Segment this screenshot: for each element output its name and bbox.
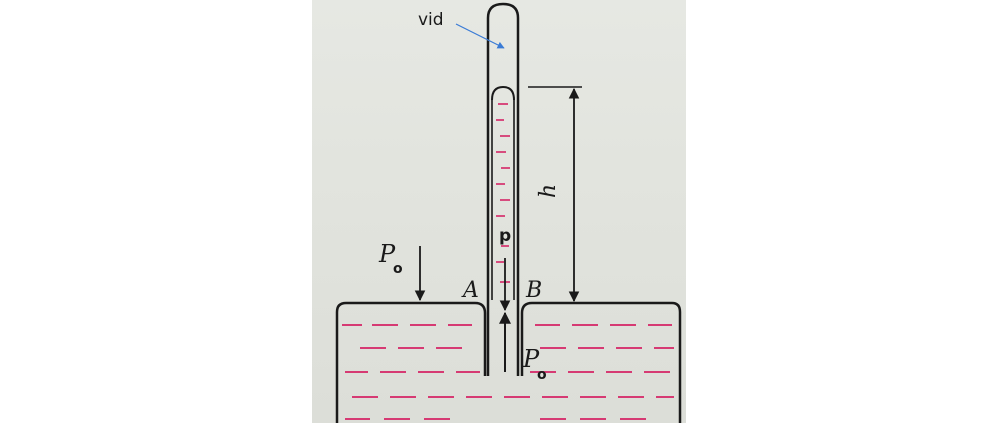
paper-background	[312, 0, 686, 423]
ambient-pressure-top-label: P	[378, 240, 396, 268]
vacuum-pointer-arrow	[455, 23, 505, 49]
height-label: h	[536, 184, 561, 198]
inner-pressure-label: p	[499, 226, 511, 246]
ambient-pressure-bottom-subscript: o	[537, 367, 547, 383]
vessel-liquid-dashes	[342, 324, 674, 420]
vacuum-label: vid	[418, 10, 444, 30]
point-a-label: A	[461, 278, 479, 303]
vessel-outline-right	[520, 301, 682, 423]
ambient-pressure-bottom-label: P	[522, 345, 540, 373]
ambient-pressure-top-subscript: o	[393, 261, 403, 277]
point-b-label: B	[525, 278, 542, 303]
glass-tube	[486, 2, 520, 376]
vessel-outline	[335, 301, 487, 423]
liquid-meniscus	[491, 85, 515, 101]
tube-liquid-dashes	[496, 103, 510, 283]
